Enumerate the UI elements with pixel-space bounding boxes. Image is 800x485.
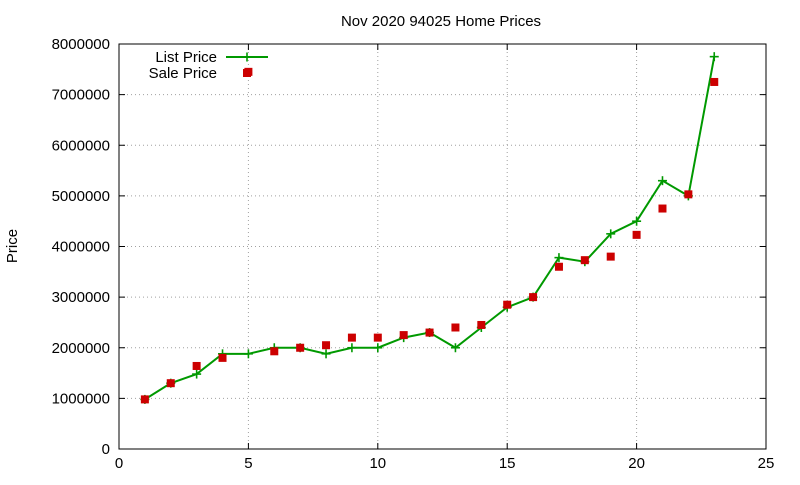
x-tick-label: 20: [628, 455, 645, 472]
list-price-point: [450, 343, 460, 353]
sale-price-point: [270, 347, 279, 356]
sale-price-point: [710, 77, 719, 86]
sale-price-point: [373, 333, 382, 342]
list-price-point: [709, 52, 719, 62]
list-price-point: [243, 349, 253, 359]
sale-price-point: [580, 256, 589, 265]
list-price-point: [632, 216, 642, 226]
list-price-point: [347, 343, 357, 353]
legend-label: Sale Price: [149, 65, 217, 82]
sale-price-point: [140, 395, 149, 404]
sale-price-point: [606, 252, 615, 261]
sale-price-point: [425, 328, 434, 337]
sale-price-point: [658, 204, 667, 213]
list-price-point: [554, 253, 564, 263]
y-axis-label: Price: [4, 229, 21, 263]
sale-price-point: [684, 190, 693, 199]
legend-marker-plus: [242, 52, 252, 62]
axes: 0 5 10 15 20 25 0 1000000 2000000 3000000 4000000 5…: [52, 36, 775, 472]
sale-price-point: [347, 333, 356, 342]
sale-price-point: [529, 293, 538, 302]
y-tick-label: 3000000: [52, 289, 110, 306]
x-tick-label: 10: [369, 455, 386, 472]
sale-price-point: [477, 320, 486, 329]
y-tick-label: 0: [102, 441, 110, 458]
y-tick-label: 4000000: [52, 239, 110, 256]
list-price-line: [144, 56, 716, 401]
sale-price-point: [322, 341, 331, 350]
y-tick-label: 1000000: [52, 390, 110, 407]
sale-price-point: [451, 323, 460, 332]
sale-price-point: [218, 353, 227, 362]
sale-price-point: [192, 361, 201, 370]
series-1: [140, 67, 719, 404]
y-tick-label: 8000000: [52, 36, 110, 53]
legend-label: List Price: [155, 49, 217, 66]
legend-marker-square: [243, 69, 251, 77]
y-tick-label: 6000000: [52, 137, 110, 154]
list-price-point: [321, 349, 331, 359]
list-price-point: [373, 343, 383, 353]
y-tick-label: 7000000: [52, 87, 110, 104]
series-layer: [140, 52, 719, 404]
chart-title: Nov 2020 94025 Home Prices: [341, 13, 541, 30]
list-price-point: [192, 369, 202, 379]
list-price-point: [657, 176, 667, 186]
series-0: [140, 52, 719, 404]
x-tick-label: 25: [758, 455, 775, 472]
grid-lines: [119, 44, 766, 449]
sale-price-point: [503, 300, 512, 309]
list-price-point: [606, 229, 616, 239]
plot-frame: [118, 43, 767, 450]
sale-price-point: [399, 331, 408, 340]
sale-price-point: [166, 379, 175, 388]
x-tick-label: 5: [244, 455, 252, 472]
sale-price-point: [296, 343, 305, 352]
y-tick-label: 2000000: [52, 340, 110, 357]
y-tick-label: 5000000: [52, 188, 110, 205]
x-tick-label: 15: [499, 455, 516, 472]
sale-price-point: [632, 230, 641, 239]
sale-price-point: [554, 262, 563, 271]
x-tick-label: 0: [115, 455, 123, 472]
